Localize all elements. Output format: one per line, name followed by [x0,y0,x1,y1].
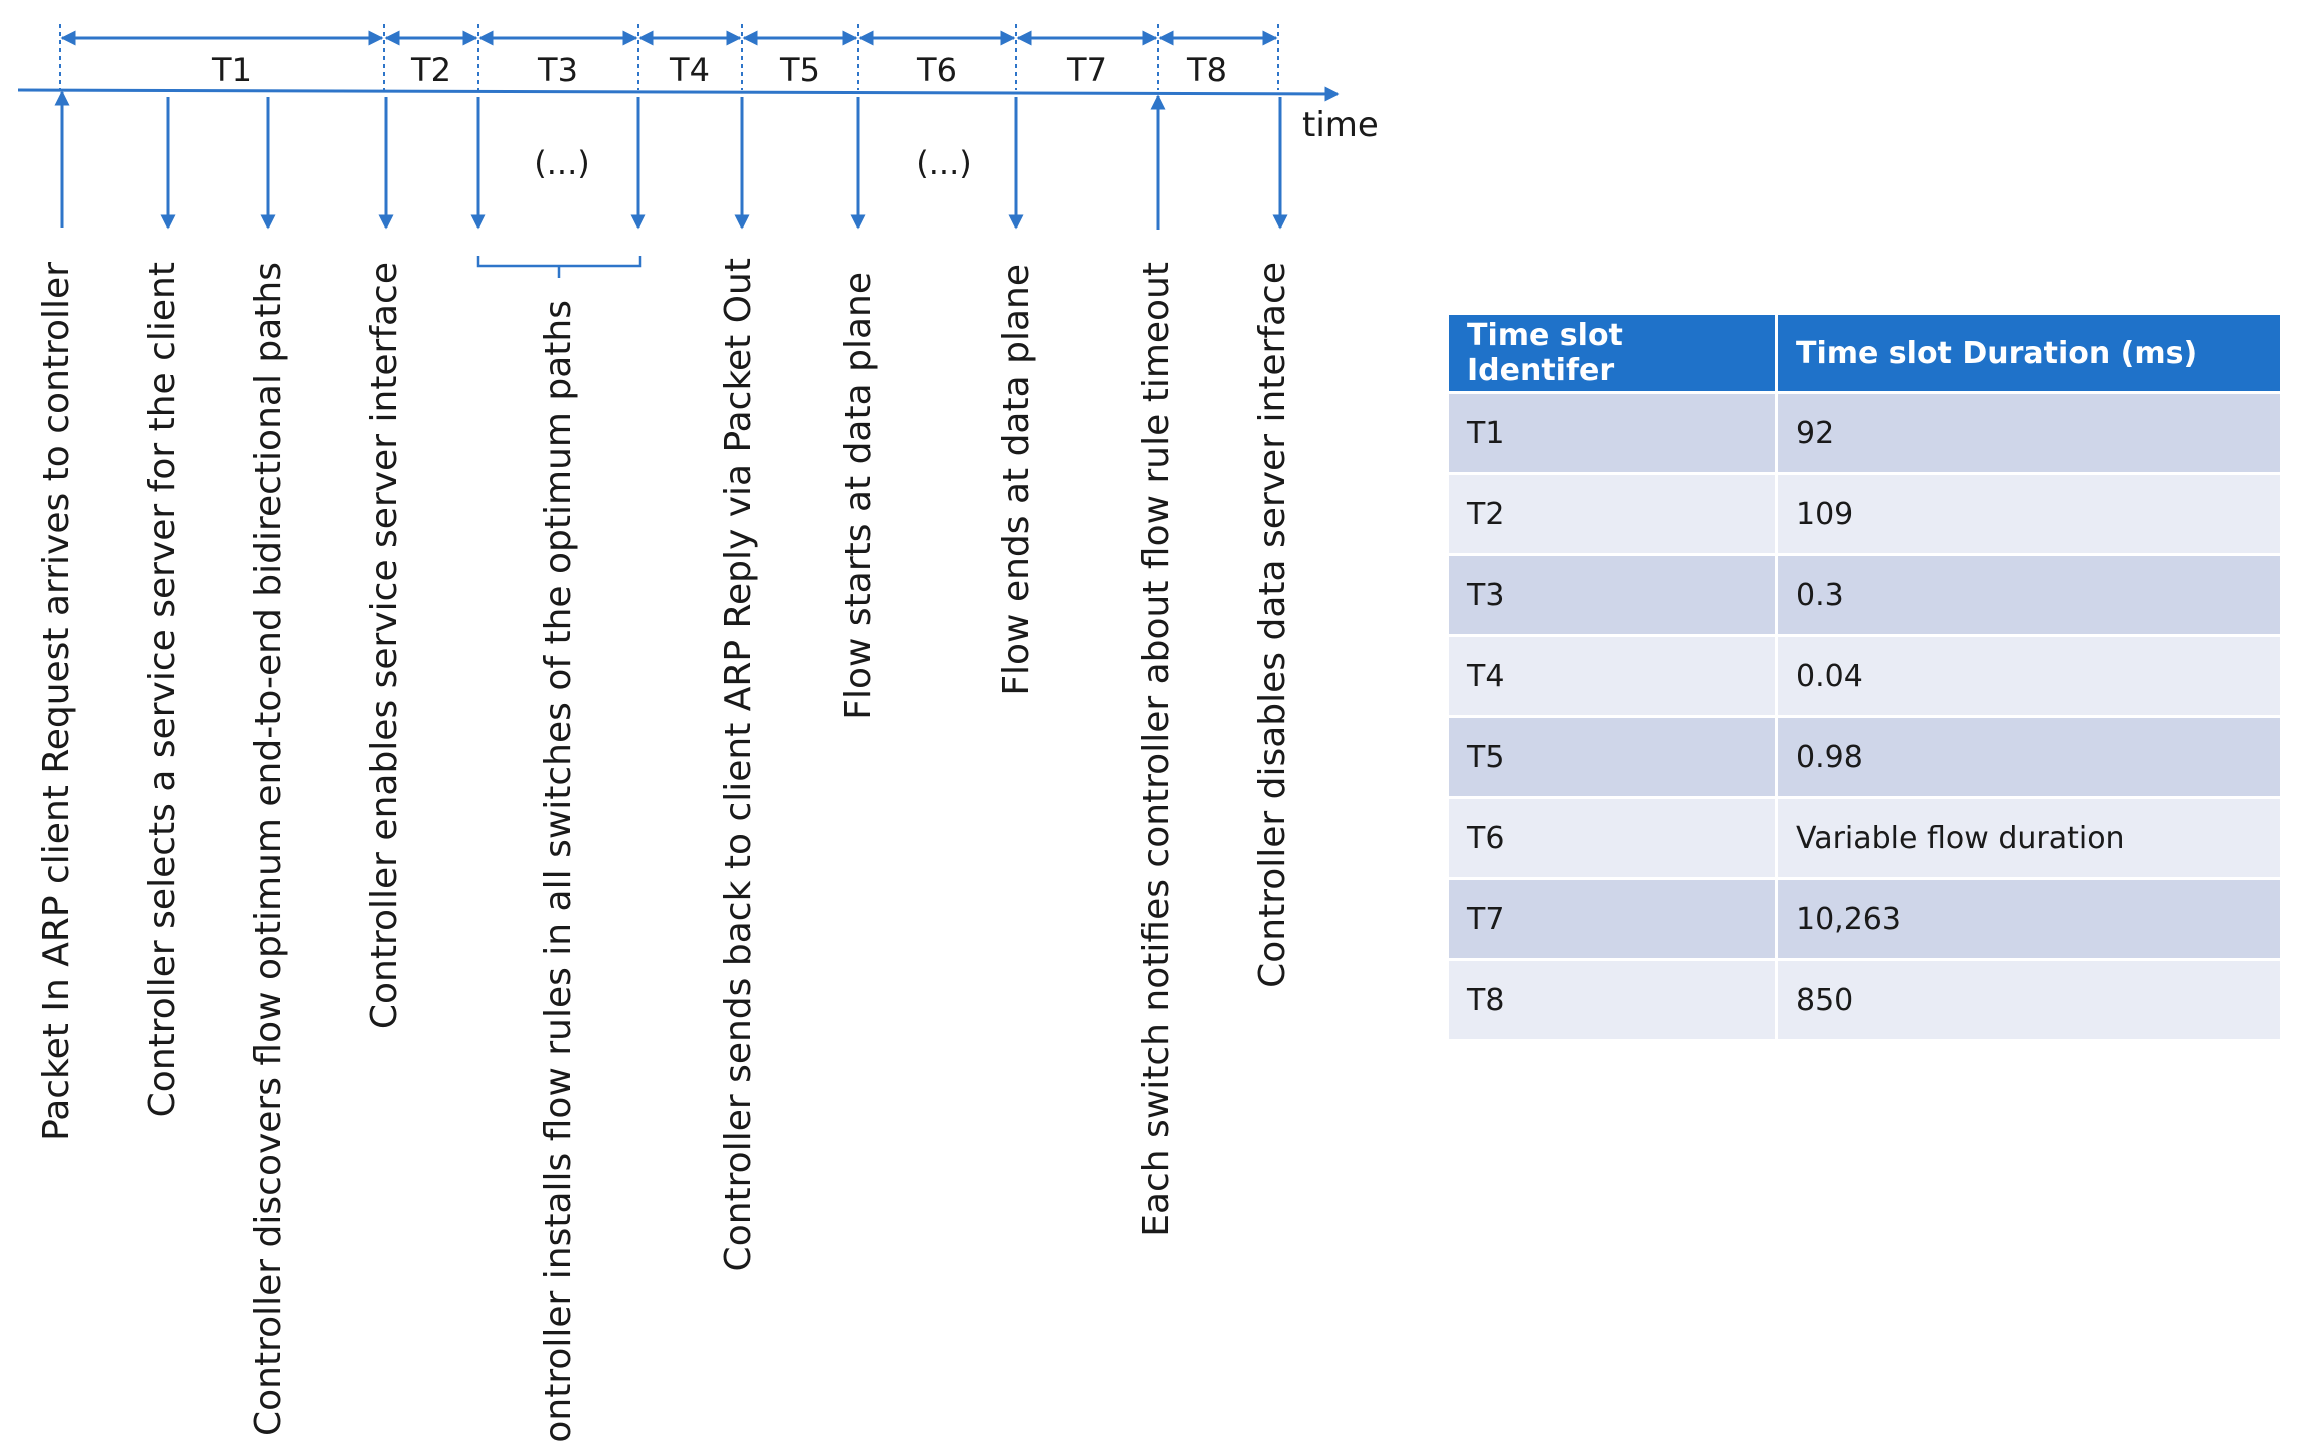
table-row: T3 0.3 [1449,553,2283,634]
table-row: T7 10,263 [1449,877,2283,958]
time-axis [17,86,1340,102]
timeline-diagram: time T1 T2 T3 T4 T5 T6 T7 T8 (...) (...) [17,24,1379,1443]
time-axis-label: time [1302,105,1379,145]
timeslot-id-cell: T5 [1449,715,1778,796]
event-label: Controller disables data server interfac… [1252,262,1293,988]
event-label: Controller installs flow rules in all sw… [538,300,579,1443]
event-label: Controller enables service server interf… [364,262,405,1029]
timeslot-id-cell: T4 [1449,634,1778,715]
interval-label-t2: T2 [410,51,451,89]
table-header-row: Time slot Identifer Time slot Duration (… [1449,315,2283,391]
timeslot-table: Time slot Identifer Time slot Duration (… [1449,315,2283,1039]
timeslot-duration-cell: 0.04 [1778,634,2283,715]
event-label: Packet In ARP client Request arrives to … [36,262,77,1141]
table-row: T4 0.04 [1449,634,2283,715]
table-row: T2 109 [1449,472,2283,553]
interval-label-t3: T3 [537,51,578,89]
timeslot-id-cell: T1 [1449,391,1778,472]
event-label: Controller selects a service server for … [142,262,183,1117]
column-header: Time slot Identifer [1449,315,1778,391]
timeslot-duration-cell: 109 [1778,472,2283,553]
event-label: Each switch notifies controller about fl… [1136,262,1177,1237]
table-row: T8 850 [1449,958,2283,1039]
interval-label-t7: T7 [1066,51,1107,89]
timeslot-id-cell: T8 [1449,958,1778,1039]
event-label: Controller sends back to client ARP Repl… [718,258,759,1271]
event-arrows [54,90,1288,230]
event-label: Controller discovers flow optimum end-to… [248,262,289,1436]
timeslot-id-cell: T2 [1449,472,1778,553]
timeslot-duration-cell: Variable flow duration [1778,796,2283,877]
timeslot-duration-cell: 10,263 [1778,877,2283,958]
interval-label-t8: T8 [1186,51,1227,89]
ellipsis-t6: (...) [916,144,971,182]
timeslot-id-cell: T3 [1449,553,1778,634]
interval-label-t1: T1 [211,51,252,89]
flow-rule-bracket [476,256,642,278]
table-row: T5 0.98 [1449,715,2283,796]
table-row: T6 Variable flow duration [1449,796,2283,877]
table-row: T1 92 [1449,391,2283,472]
timeslot-duration-cell: 0.98 [1778,715,2283,796]
ellipsis-t3: (...) [534,144,589,182]
interval-label-t4: T4 [669,51,710,89]
interval-boundaries [59,24,1279,90]
interval-label-t5: T5 [779,51,820,89]
timeslot-duration-cell: 850 [1778,958,2283,1039]
column-header: Time slot Duration (ms) [1778,315,2283,391]
timeslot-duration-cell: 92 [1778,391,2283,472]
timeslot-id-cell: T7 [1449,877,1778,958]
timeslot-id-cell: T6 [1449,796,1778,877]
timeslot-duration-cell: 0.3 [1778,553,2283,634]
interval-label-t6: T6 [916,51,957,89]
event-label: Flow starts at data plane [838,272,879,720]
event-label: Flow ends at data plane [996,264,1037,696]
